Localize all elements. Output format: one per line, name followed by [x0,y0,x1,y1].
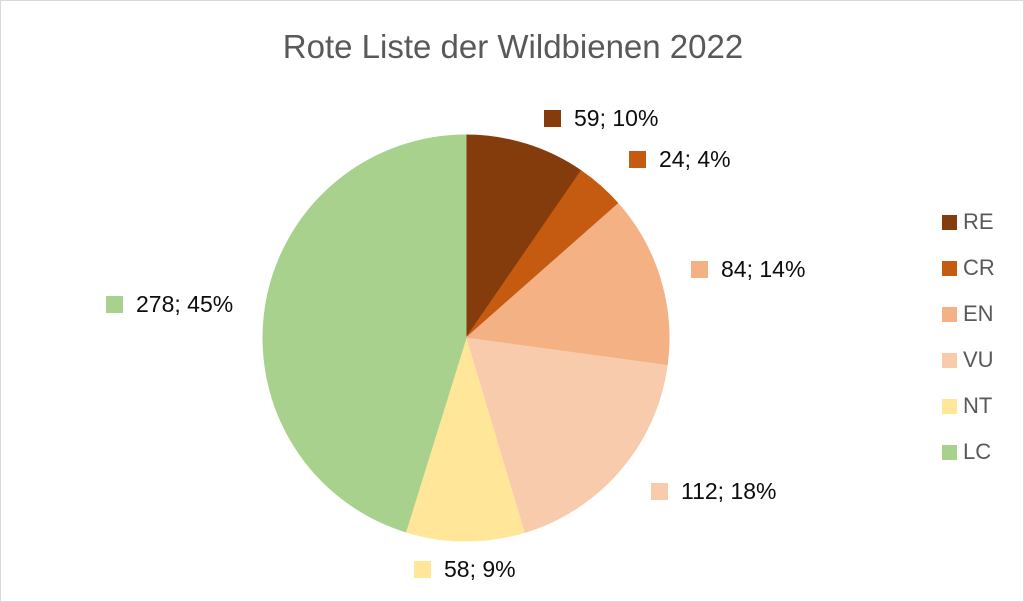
legend-label-nt: NT [963,393,993,418]
legend-item-en: EN [942,291,995,337]
legend-swatch-en [942,306,957,322]
data-label-swatch-vu [651,482,668,500]
data-label-swatch-en [691,260,708,278]
legend-label-vu: VU [963,347,994,372]
legend-label-lc: LC [963,439,992,464]
data-label-text-en: 84; 14% [721,255,806,282]
legend-item-nt: NT [942,383,995,429]
pie-slice-nt [405,336,525,542]
legend-label-cr: CR [963,255,995,280]
legend-swatch-nt [942,398,957,414]
data-label-text-vu: 112; 18% [681,477,777,504]
data-label-swatch-re [544,109,561,127]
pie-chart [262,134,670,542]
data-label-nt: 58; 9% [414,555,516,583]
legend-swatch-lc [942,444,957,460]
data-label-text-nt: 58; 9% [444,555,516,582]
data-label-text-re: 59; 10% [574,104,659,131]
data-label-cr: 24; 4% [629,145,731,173]
legend-item-re: RE [942,199,995,245]
legend-item-vu: VU [942,337,995,383]
data-label-vu: 112; 18% [651,477,776,505]
data-label-swatch-nt [414,560,431,578]
legend: RE CR EN VU NT LC [942,199,995,475]
pie-slice-re [465,134,582,340]
legend-label-en: EN [963,301,994,326]
legend-label-re: RE [963,209,994,234]
legend-swatch-re [942,214,957,230]
pie-slice-vu [465,337,668,534]
data-label-re: 59; 10% [544,104,658,132]
chart-title: Rote Liste der Wildbienen 2022 [282,28,744,65]
data-label-swatch-cr [629,150,646,168]
legend-swatch-vu [942,352,957,368]
data-label-text-lc: 278; 45% [136,290,234,317]
data-label-swatch-lc [106,295,123,313]
legend-swatch-cr [942,260,957,276]
pie-slice-lc [262,134,467,533]
data-label-text-cr: 24; 4% [659,145,731,172]
legend-item-lc: LC [942,429,995,475]
data-label-lc: 278; 45% [106,290,233,318]
legend-item-cr: CR [942,245,995,291]
data-label-en: 84; 14% [691,255,805,283]
pie-slice-en [464,203,670,366]
